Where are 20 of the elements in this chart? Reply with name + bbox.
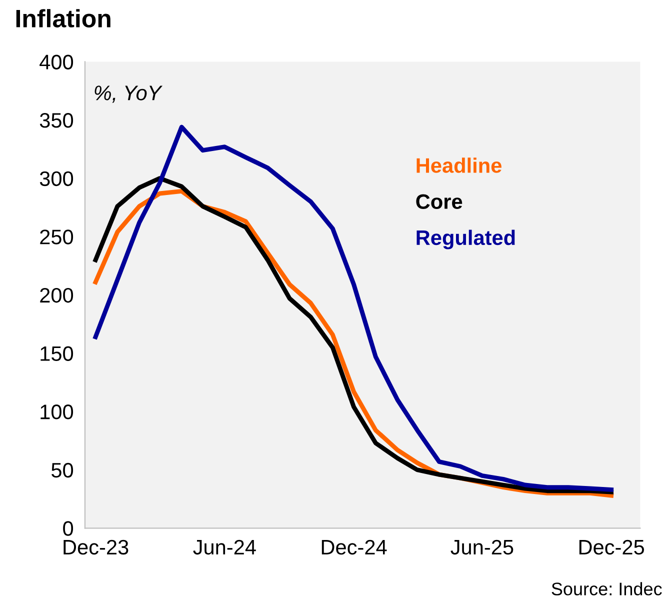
- x-tick-label: Dec-23: [64, 540, 128, 555]
- text: Headline: [416, 158, 502, 173]
- y-tick-label: 100: [40, 404, 74, 420]
- x-tick-label: Jun-24: [193, 540, 256, 555]
- annotation: %, YoY: [94, 86, 163, 103]
- y-tick-label: 150: [40, 346, 74, 361]
- y-tick-label: 250: [40, 230, 74, 244]
- chart-title: Inflation: [16, 9, 110, 28]
- y-tick-label: 400: [40, 54, 74, 70]
- y-tick-label: 350: [40, 113, 74, 128]
- x-tick-label: Dec-24: [322, 540, 387, 555]
- source-note: Source: Indec: [552, 582, 662, 596]
- x-tick-label: Jun-25: [450, 540, 514, 555]
- y-tick-label: 50: [52, 462, 74, 478]
- text: Regulated: [416, 230, 515, 250]
- y-tick-label: 200: [40, 288, 74, 303]
- text: Core: [416, 194, 462, 209]
- x-tick-label: Dec-25: [579, 540, 644, 555]
- y-tick-label: 300: [40, 171, 74, 186]
- y-tick-label: 0: [63, 521, 74, 536]
